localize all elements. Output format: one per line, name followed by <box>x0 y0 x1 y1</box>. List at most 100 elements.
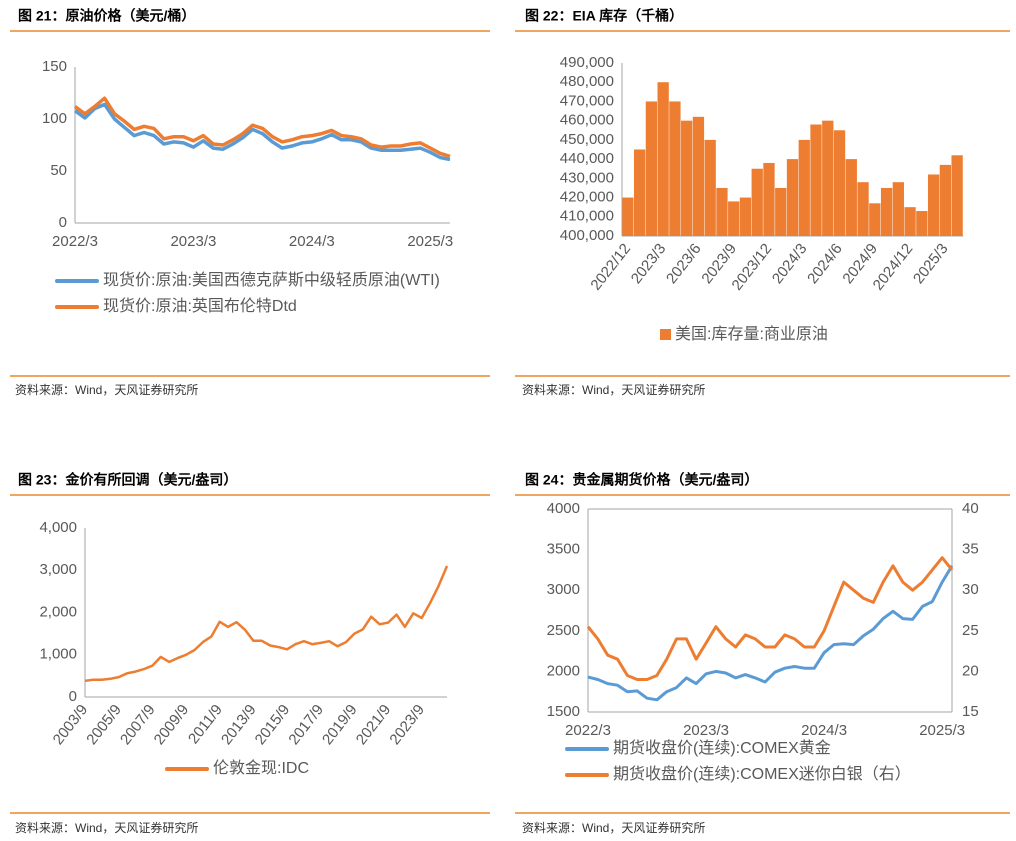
legend-item: 现货价:原油:美国西德克萨斯中级轻质原油(WTI) <box>55 268 475 294</box>
y-tick-label: 410,000 <box>560 208 614 225</box>
y-tick-label: 3000 <box>547 581 580 598</box>
legend-swatch <box>660 329 671 341</box>
bar <box>904 207 916 236</box>
x-tick-label: 2023/3 <box>628 240 670 287</box>
bar <box>810 124 822 236</box>
series-line <box>73 96 451 159</box>
legend-label: 伦敦金现:IDC <box>213 760 310 777</box>
x-tick-label: 2024/3 <box>801 722 847 739</box>
legend-box: 期货收盘价(连续):COMEX黄金期货收盘价(连续):COMEX迷你白银（右） <box>565 736 1005 788</box>
bar <box>822 120 834 236</box>
panel-title: 图 24：贵金属期货价格（美元/盎司） <box>525 472 758 488</box>
x-tick-label: 2009/9 <box>151 701 193 748</box>
x-tick-label: 2025/3 <box>919 722 965 739</box>
y2-tick-label: 25 <box>962 622 979 639</box>
legend-swatch <box>165 766 209 771</box>
panel-title: 图 23：金价有所回调（美元/盎司） <box>18 472 237 488</box>
y2-tick-label: 15 <box>962 703 979 720</box>
y-tick-label: 4,000 <box>39 519 77 536</box>
y-tick-label: 100 <box>42 110 67 127</box>
panel-title: 图 21：原油价格（美元/桶） <box>18 8 195 24</box>
bar <box>681 120 693 236</box>
legend-box: 美国:库存量:商业原油 <box>660 322 960 348</box>
source-note: 资料来源：Wind，天风证券研究所 <box>15 820 198 835</box>
x-tick-label: 2025/3 <box>910 240 952 287</box>
legend-box: 现货价:原油:美国西德克萨斯中级轻质原油(WTI) 现货价:原油:英国布伦特Dtd <box>55 268 475 320</box>
x-tick-label: 2025/3 <box>407 233 453 250</box>
y2-tick-label: 40 <box>962 500 979 517</box>
x-tick-label: 2022/3 <box>565 722 611 739</box>
legend: 美国:库存量:商业原油 <box>660 322 960 348</box>
bar <box>927 174 940 236</box>
bar <box>869 203 881 236</box>
x-tick-label: 2011/9 <box>185 701 226 747</box>
bar <box>845 159 857 236</box>
y-tick-label: 3500 <box>547 541 580 558</box>
x-tick-label: 2024/6 <box>804 240 846 287</box>
y-tick-label: 400,000 <box>560 227 614 244</box>
x-tick-label: 2022/3 <box>52 233 98 250</box>
x-tick-label: 2023/6 <box>663 240 705 287</box>
y-tick-label: 0 <box>69 688 77 705</box>
y-tick-label: 440,000 <box>560 150 614 167</box>
bar <box>892 182 904 236</box>
panel-title: 图 22：EIA 库存（千桶） <box>525 8 683 24</box>
series-line <box>586 556 954 681</box>
y-tick-label: 1500 <box>547 703 580 720</box>
x-tick-label: 2023/3 <box>683 722 729 739</box>
y-tick-label: 480,000 <box>560 73 614 90</box>
bar <box>939 164 952 236</box>
bar <box>669 101 681 236</box>
bar <box>798 139 810 236</box>
bar <box>916 211 928 236</box>
x-tick-label: 2015/9 <box>252 701 294 748</box>
legend-item: 期货收盘价(连续):COMEX黄金 <box>565 736 1005 762</box>
x-tick-label: 2019/9 <box>319 701 361 748</box>
x-tick-label: 2013/9 <box>218 701 260 748</box>
x-tick-label: 2023/9 <box>386 701 428 748</box>
bar <box>728 201 740 236</box>
y-tick-label: 430,000 <box>560 169 614 186</box>
bar <box>692 116 705 236</box>
y-tick-label: 450,000 <box>560 131 614 148</box>
y-tick-label: 4000 <box>547 500 580 517</box>
bar <box>739 197 752 236</box>
x-tick-label: 2005/9 <box>83 701 125 748</box>
legend: 现货价:原油:美国西德克萨斯中级轻质原油(WTI) 现货价:原油:英国布伦特Dtd <box>55 268 475 320</box>
legend-label: 现货价:原油:英国布伦特Dtd <box>103 298 297 315</box>
y-tick-label: 470,000 <box>560 92 614 109</box>
bar <box>833 130 846 236</box>
x-tick-label: 2023/3 <box>170 233 216 250</box>
bar <box>775 187 787 236</box>
x-tick-label: 2017/9 <box>285 701 327 748</box>
legend-item: 现货价:原油:英国布伦特Dtd <box>55 294 475 320</box>
y-tick-label: 2500 <box>547 622 580 639</box>
series-line <box>73 102 451 162</box>
y-tick-label: 460,000 <box>560 112 614 129</box>
y-tick-label: 0 <box>59 214 67 231</box>
y-tick-label: 1,000 <box>39 646 77 663</box>
legend-label: 期货收盘价(连续):COMEX黄金 <box>613 740 831 757</box>
bar <box>763 162 775 236</box>
legend-label: 期货收盘价(连续):COMEX迷你白银（右） <box>613 766 911 783</box>
bar <box>716 187 728 236</box>
legend-swatch <box>565 772 609 777</box>
series-line <box>587 565 954 702</box>
legend-swatch <box>55 278 99 283</box>
bar <box>622 197 634 236</box>
x-tick-label: 2003/9 <box>50 701 92 748</box>
legend-swatch <box>55 304 99 309</box>
y-tick-label: 2000 <box>547 662 580 679</box>
bar <box>857 182 869 236</box>
series-line <box>84 565 449 683</box>
source-note: 资料来源：Wind，天风证券研究所 <box>522 382 705 397</box>
legend-item: 期货收盘价(连续):COMEX迷你白银（右） <box>565 762 1005 788</box>
bar <box>751 168 763 236</box>
y-tick-label: 3,000 <box>39 561 77 578</box>
legend-item: 美国:库存量:商业原油 <box>660 322 960 348</box>
y-tick-label: 490,000 <box>560 54 614 71</box>
legend-box: 伦敦金现:IDC <box>165 756 465 782</box>
y-tick-label: 150 <box>42 58 67 75</box>
